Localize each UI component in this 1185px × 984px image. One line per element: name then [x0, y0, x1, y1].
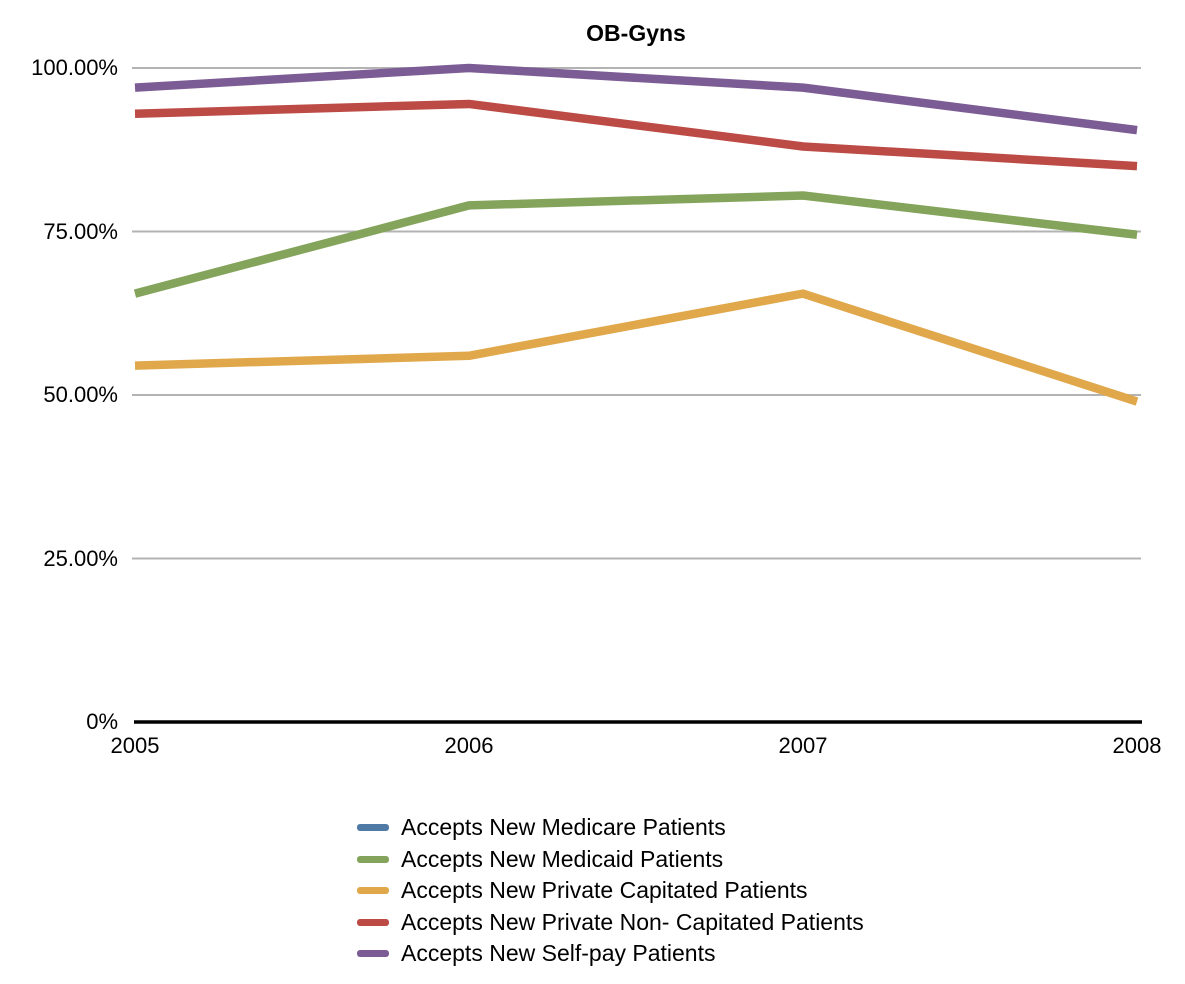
legend-swatch-private-capitated-icon — [357, 887, 389, 895]
x-axis-tick-label-2005: 2005 — [110, 733, 160, 758]
legend-label-medicare: Accepts New Medicare Patients — [401, 814, 726, 841]
legend-item-private-non-capitated: Accepts New Private Non- Capitated Patie… — [357, 908, 864, 935]
x-axis-tick-label-2008: 2008 — [1112, 733, 1162, 758]
x-axis-tick-label-2006: 2006 — [444, 733, 494, 758]
y-axis-tick-label-75: 75.00% — [43, 219, 118, 244]
series-line-accepts-new-private-non-capitated-patients — [134, 99, 1138, 171]
y-axis-tick-label-0: 0% — [86, 709, 118, 734]
legend-item-medicare: Accepts New Medicare Patients — [357, 814, 864, 841]
y-axis-tick-label-100: 100.00% — [31, 55, 118, 80]
legend-item-self-pay: Accepts New Self-pay Patients — [357, 940, 864, 967]
legend: Accepts New Medicare Patients Accepts Ne… — [357, 814, 864, 967]
x-axis-tick-label-2007: 2007 — [778, 733, 828, 758]
legend-label-medicaid: Accepts New Medicaid Patients — [401, 845, 724, 872]
series-line-accepts-new-medicaid-patients — [133, 191, 1138, 298]
legend-swatch-medicare-icon — [357, 824, 389, 832]
legend-item-medicaid: Accepts New Medicaid Patients — [357, 845, 864, 872]
legend-swatch-medicaid-icon — [357, 855, 389, 863]
legend-swatch-private-non-capitated-icon — [357, 918, 389, 926]
line-plot-area — [132, 63, 1142, 724]
legend-label-private-capitated: Accepts New Private Capitated Patients — [401, 877, 808, 904]
y-axis-tick-label-25: 25.00% — [43, 546, 118, 571]
legend-swatch-self-pay-icon — [357, 950, 389, 958]
chart-title: OB-Gyns — [586, 20, 686, 46]
legend-item-private-capitated: Accepts New Private Capitated Patients — [357, 877, 864, 904]
series-line-accepts-new-private-capitated-patients — [134, 289, 1139, 406]
legend-label-self-pay: Accepts New Self-pay Patients — [401, 940, 716, 967]
y-axis-tick-label-50: 50.00% — [43, 382, 118, 407]
legend-label-private-non-capitated: Accepts New Private Non- Capitated Patie… — [401, 908, 864, 935]
series-line-accepts-new-self-pay-patients — [134, 63, 1138, 135]
